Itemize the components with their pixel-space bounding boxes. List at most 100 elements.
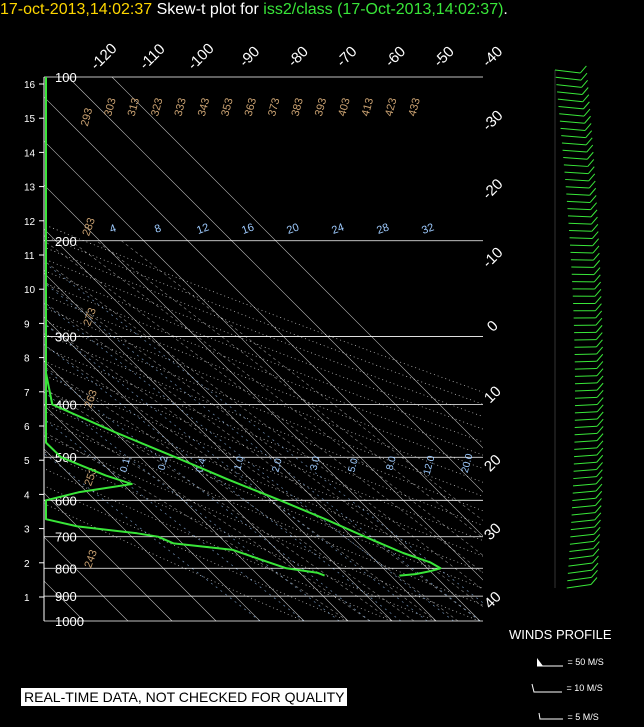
wind-legend-10: = 10 M/S [530, 682, 603, 696]
mixing-ratio-label: 4 [108, 222, 118, 235]
wind-barb [566, 584, 592, 589]
temperature-top-label: -110 [136, 41, 168, 73]
isotherm-line [44, 184, 481, 621]
wind-barb [566, 200, 591, 203]
wind-barb [571, 519, 595, 523]
dry-adiabat-line [44, 468, 392, 621]
dry-adiabat-label: 433 [407, 97, 423, 118]
barb-50-icon [537, 658, 563, 667]
pressure-label: 200 [55, 234, 77, 249]
sounding-profiles [45, 77, 442, 577]
pressure-label: 900 [55, 589, 77, 604]
wind-barb-flag [588, 173, 596, 182]
wind-barb [568, 222, 592, 225]
wind-barb-flag [596, 375, 604, 384]
dry-adiabat-line [44, 389, 483, 573]
wind-barb-flag [589, 187, 597, 196]
wind-barb-flag [596, 418, 604, 427]
wind-barb [569, 237, 593, 240]
wind-barb-flag [596, 404, 604, 413]
wind-barb-flag [596, 469, 603, 477]
wind-barb-flag [584, 123, 592, 131]
isotherm-line [44, 96, 483, 537]
wind-barb [570, 533, 595, 538]
wind-barb-flag [591, 569, 598, 578]
wind-barb-flag [592, 548, 600, 557]
wind-barb [568, 562, 593, 567]
wind-barb-flag [596, 411, 604, 420]
wind-barb-flag [590, 202, 597, 210]
dry-adiabat-label: 243 [82, 548, 100, 569]
dry-adiabat-label: 263 [82, 388, 100, 409]
wind-barb [569, 540, 594, 545]
mixing-ratio-label: 5.0 [346, 457, 360, 474]
wind-barb [565, 186, 590, 189]
dry-adiabat-label: 273 [81, 306, 99, 327]
height-label: 3 [24, 525, 30, 536]
mixing-ratio-label: 0.1 [118, 457, 132, 474]
wind-barb [566, 193, 590, 196]
wind-barb [557, 91, 583, 96]
mixing-ratio-label: 20.0 [460, 452, 476, 474]
wind-barb [574, 425, 598, 428]
dry-adiabat-label: 303 [102, 97, 118, 118]
wind-barb-flag [591, 562, 599, 571]
wind-barb [561, 142, 587, 146]
wind-barb-flag [594, 281, 602, 290]
mixing-ratio-label: 3.0 [308, 455, 322, 472]
temperature-profile [45, 77, 442, 577]
wind-barb-flag [596, 390, 604, 398]
wind-barb-flag [595, 310, 603, 319]
wind-barb-flag [580, 72, 588, 81]
wind-barb-flag [596, 426, 604, 434]
wind-barb [574, 432, 598, 436]
wind-barb-flag [596, 440, 604, 449]
wind-barb-flag [594, 296, 602, 304]
wind-barb [567, 576, 592, 582]
dry-adiabat-line [44, 404, 483, 589]
wind-barb-flag [595, 483, 603, 492]
wind-legend-5-label: = 5 M/S [567, 712, 599, 722]
isobar-lines [44, 76, 483, 622]
wind-barb [573, 468, 597, 472]
mixing-ratio-label: 1.0 [232, 455, 246, 472]
wind-barb-flag [594, 512, 602, 521]
mixing-ratio-label: 12.0 [422, 454, 438, 476]
isotherm-line [67, 77, 483, 493]
wind-barb-flag [585, 137, 593, 146]
wind-barb-flag [582, 94, 590, 103]
dry-adiabat-line [44, 485, 348, 621]
wind-barb [570, 251, 594, 254]
wind-barb [574, 447, 598, 450]
dry-adiabat-label: 343 [196, 97, 212, 118]
wind-barb-flag [592, 245, 600, 254]
wind-barb [563, 157, 588, 160]
wind-barb [571, 512, 596, 516]
wind-barb [558, 105, 584, 110]
moist-adiabat-line [44, 431, 349, 621]
mixing-ratio-label: 8.0 [384, 455, 398, 472]
wind-barb-flag [591, 223, 599, 232]
mixing-ratio-line [44, 343, 402, 621]
dewpoint-profile [45, 77, 325, 577]
title-station: iss2/class (17-Oct-2013,14:02:37) [263, 1, 504, 18]
wind-barb [562, 149, 587, 153]
temperature-top-label: -70 [333, 43, 360, 70]
isotherm-line [44, 360, 305, 621]
dry-adiabat-label: 283 [80, 216, 98, 237]
title-timestamp: 17-oct-2013,14:02:37 [0, 1, 153, 18]
height-label: 6 [24, 422, 30, 433]
temperature-top-label: -50 [430, 43, 457, 70]
dry-adiabat-line [44, 346, 483, 526]
wind-legend-50-label: = 50 M/S [567, 657, 604, 667]
isotherm-line [44, 140, 483, 581]
plot-frame [39, 77, 45, 621]
height-label: 1 [24, 593, 30, 604]
wind-barb-flag [591, 231, 599, 239]
moist-adiabat-line [44, 323, 459, 621]
height-label: 10 [24, 285, 36, 296]
wind-barb-flag [596, 353, 604, 362]
dry-adiabat-line [44, 224, 483, 393]
wind-barb-flag [591, 216, 598, 225]
wind-barb-flag [592, 541, 600, 549]
